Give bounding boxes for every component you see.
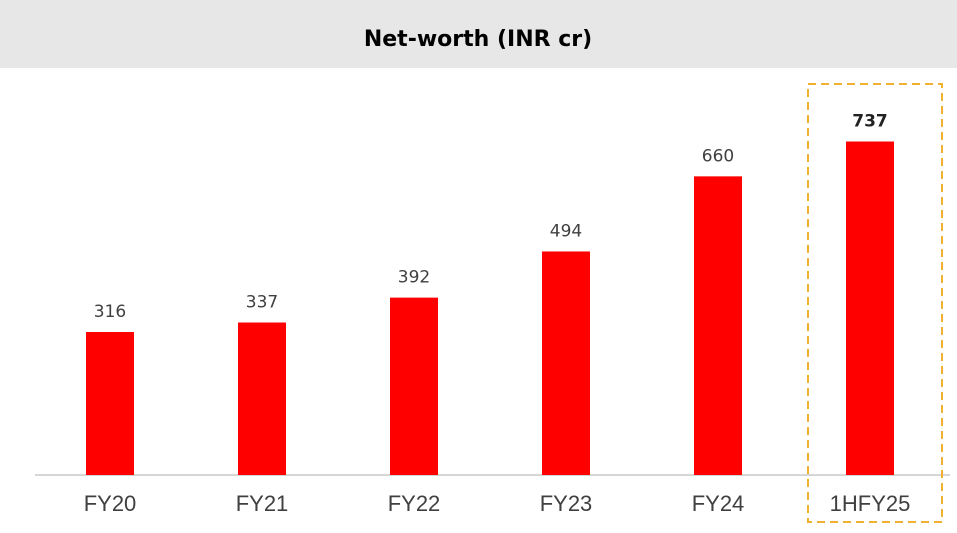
highlight-box — [807, 83, 943, 523]
x-tick-label: FY23 — [540, 491, 593, 516]
value-label: 737 — [852, 112, 888, 132]
bar — [846, 141, 894, 475]
value-label: 316 — [94, 302, 126, 322]
bar — [542, 251, 590, 475]
x-tick-label: FY20 — [84, 491, 137, 516]
value-label: 392 — [398, 268, 430, 288]
value-label: 337 — [246, 293, 278, 313]
bar — [390, 297, 438, 475]
x-tick-label: FY24 — [692, 491, 745, 516]
title-banner — [0, 0, 957, 68]
bar — [86, 332, 134, 475]
value-label: 494 — [550, 221, 582, 241]
x-tick-label: 1HFY25 — [830, 491, 911, 516]
value-label: 660 — [702, 146, 734, 166]
bar — [694, 176, 742, 475]
chart-title: Net-worth (INR cr) — [364, 27, 592, 52]
x-tick-label: FY22 — [388, 491, 441, 516]
bar — [238, 322, 286, 475]
x-tick-label: FY21 — [236, 491, 289, 516]
